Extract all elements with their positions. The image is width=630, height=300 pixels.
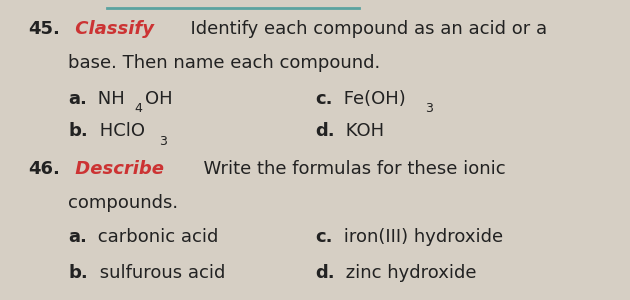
Text: c.: c. bbox=[315, 227, 333, 245]
Text: 3: 3 bbox=[425, 102, 433, 115]
Text: Describe: Describe bbox=[69, 160, 164, 178]
Text: Fe(OH): Fe(OH) bbox=[338, 89, 405, 107]
Text: Classify: Classify bbox=[69, 20, 154, 38]
Text: d.: d. bbox=[315, 263, 335, 281]
Text: HClO: HClO bbox=[93, 122, 144, 140]
Text: OH: OH bbox=[145, 89, 173, 107]
Text: b.: b. bbox=[68, 122, 88, 140]
Text: KOH: KOH bbox=[340, 122, 384, 140]
Text: iron(III) hydroxide: iron(III) hydroxide bbox=[338, 227, 503, 245]
Text: c.: c. bbox=[315, 89, 333, 107]
Text: sulfurous acid: sulfurous acid bbox=[93, 263, 225, 281]
Text: zinc hydroxide: zinc hydroxide bbox=[340, 263, 477, 281]
Text: carbonic acid: carbonic acid bbox=[93, 227, 219, 245]
Text: a.: a. bbox=[68, 89, 87, 107]
Text: compounds.: compounds. bbox=[68, 194, 178, 212]
Text: 4: 4 bbox=[135, 102, 142, 115]
Text: b.: b. bbox=[68, 263, 88, 281]
Text: 3: 3 bbox=[159, 135, 167, 148]
Text: Write the formulas for these ionic: Write the formulas for these ionic bbox=[192, 160, 506, 178]
Text: Identify each compound as an acid or a: Identify each compound as an acid or a bbox=[179, 20, 547, 38]
Text: NH: NH bbox=[93, 89, 125, 107]
Text: 45.: 45. bbox=[28, 20, 60, 38]
Text: 46.: 46. bbox=[28, 160, 60, 178]
Text: a.: a. bbox=[68, 227, 87, 245]
Text: d.: d. bbox=[315, 122, 335, 140]
Text: base. Then name each compound.: base. Then name each compound. bbox=[68, 53, 381, 71]
